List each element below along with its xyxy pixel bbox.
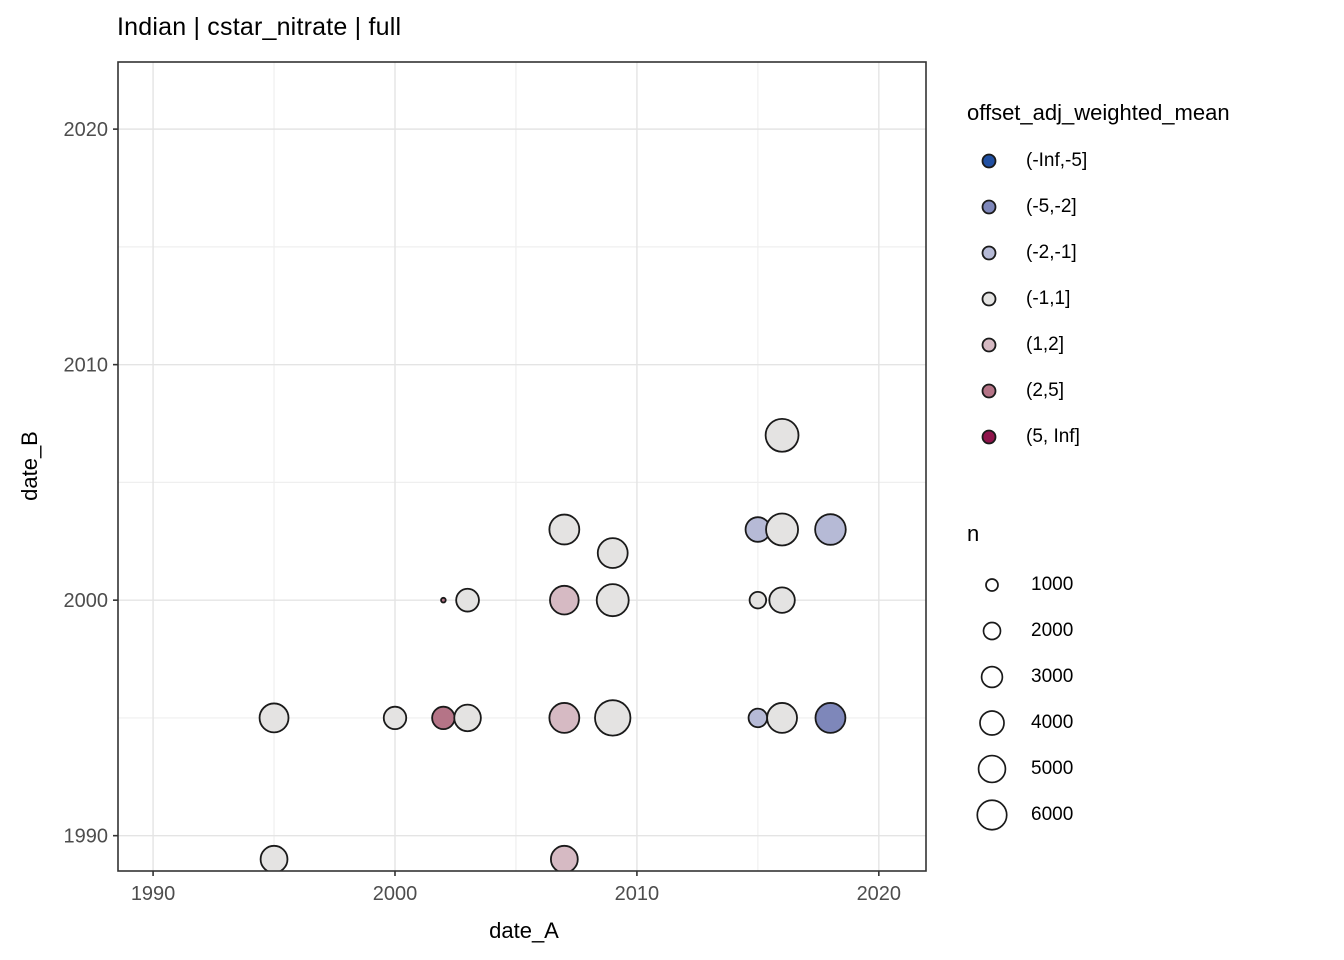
data-point	[765, 512, 799, 547]
data-point	[258, 702, 290, 734]
legend-color-swatch	[981, 429, 997, 445]
data-point	[382, 705, 408, 731]
y-tick-label: 2020	[64, 119, 109, 141]
legend-label: (-5,-2]	[1026, 196, 1077, 217]
color-legend-item: (-1,1]	[967, 276, 1087, 322]
data-point	[814, 513, 847, 546]
x-axis-title: date_A	[489, 918, 559, 943]
data-point	[453, 703, 482, 733]
size-legend-item: 2000	[967, 608, 1073, 654]
y-tick-label: 2010	[64, 355, 109, 377]
size-legend-item: 5000	[967, 746, 1073, 792]
color-legend-item: (2,5]	[967, 368, 1087, 414]
legend-label: (-1,1]	[1026, 288, 1071, 309]
panel-background	[118, 62, 926, 871]
color-legend-item: (-Inf,-5]	[967, 138, 1087, 184]
legend-label: (2,5]	[1026, 380, 1065, 401]
y-tick-label: 1990	[64, 826, 109, 848]
data-point	[594, 699, 632, 737]
data-point	[747, 707, 769, 729]
panel-border	[117, 61, 927, 872]
legend-label: (5, Inf]	[1026, 426, 1080, 447]
legend-color-swatch	[981, 337, 997, 353]
legend-color-swatch	[981, 199, 997, 215]
legend-label: 5000	[1031, 758, 1074, 779]
size-legend: n 1000 2000 3000 4000 5000 6000	[967, 521, 1337, 831]
size-legend-item: 1000	[967, 562, 1073, 608]
legend-size-swatch	[976, 799, 1008, 831]
chart-title: Indian | cstar_nitrate | full	[117, 13, 402, 41]
color-legend-item: (5, Inf]	[967, 414, 1087, 460]
color-legend: offset_adj_weighted_mean (-Inf,-5] (-5,-2…	[967, 100, 1337, 447]
x-tick-label: 2020	[857, 883, 902, 905]
legend-size-swatch	[980, 665, 1004, 689]
size-legend-entries: 1000 2000 3000 4000 5000 6000	[967, 562, 1073, 838]
size-legend-title: n	[967, 521, 980, 546]
size-legend-item: 6000	[967, 792, 1073, 838]
legend-label: (1,2]	[1026, 334, 1065, 355]
color-legend-item: (1,2]	[967, 322, 1087, 368]
color-legend-entries: (-Inf,-5] (-5,-2] (-2,-1] (-1,1] (1,2] (2,5] (…	[967, 138, 1087, 460]
legend-color-swatch	[981, 153, 997, 169]
size-legend-item: 3000	[967, 654, 1073, 700]
legend-label: (-2,-1]	[1026, 242, 1077, 263]
data-point	[548, 513, 581, 546]
x-tick-label: 2000	[373, 883, 418, 905]
size-legend-item: 4000	[967, 700, 1073, 746]
legend-label: (-Inf,-5]	[1026, 150, 1088, 171]
x-tick-label: 2010	[615, 883, 660, 905]
data-point	[548, 702, 581, 734]
data-point	[431, 705, 456, 731]
legend-size-swatch	[977, 754, 1007, 784]
legend-color-swatch	[981, 291, 997, 307]
legend-label: 3000	[1031, 666, 1074, 687]
data-point	[595, 583, 630, 618]
legend-color-swatch	[981, 245, 997, 261]
color-legend-title: offset_adj_weighted_mean	[967, 100, 1230, 125]
y-axis-title: date_B	[17, 431, 42, 501]
color-legend-item: (-2,-1]	[967, 230, 1087, 276]
data-point	[748, 590, 768, 610]
legend-label: 2000	[1031, 620, 1074, 641]
legend-label: 1000	[1031, 574, 1074, 595]
legend-color-swatch	[981, 383, 997, 399]
legend-size-swatch	[985, 578, 999, 592]
data-point	[814, 702, 847, 734]
x-tick-label: 1990	[131, 883, 176, 905]
data-point	[440, 596, 447, 604]
data-point	[549, 584, 580, 616]
y-tick-label: 2000	[64, 590, 109, 612]
legend-size-swatch	[982, 621, 1002, 641]
color-legend-item: (-5,-2]	[967, 184, 1087, 230]
points-layer	[258, 417, 847, 871]
data-point	[596, 537, 629, 569]
data-point	[455, 587, 480, 613]
legend-label: 4000	[1031, 712, 1074, 733]
data-point	[768, 586, 796, 614]
legend-label: 6000	[1031, 804, 1074, 825]
data-point	[259, 844, 289, 871]
data-point	[764, 417, 800, 453]
legend-size-swatch	[979, 710, 1005, 736]
data-point	[550, 844, 579, 871]
data-point	[766, 702, 798, 734]
